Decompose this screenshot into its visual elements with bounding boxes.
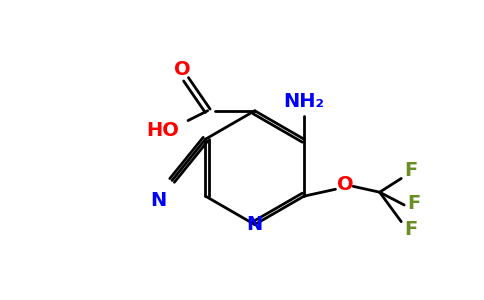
Text: N: N <box>150 190 166 210</box>
Text: F: F <box>405 161 418 180</box>
Text: O: O <box>174 60 190 79</box>
Text: N: N <box>247 215 263 234</box>
Text: NH₂: NH₂ <box>284 92 325 111</box>
Text: O: O <box>337 175 354 194</box>
Text: F: F <box>405 220 418 239</box>
Text: HO: HO <box>146 121 179 140</box>
Text: F: F <box>408 194 421 214</box>
